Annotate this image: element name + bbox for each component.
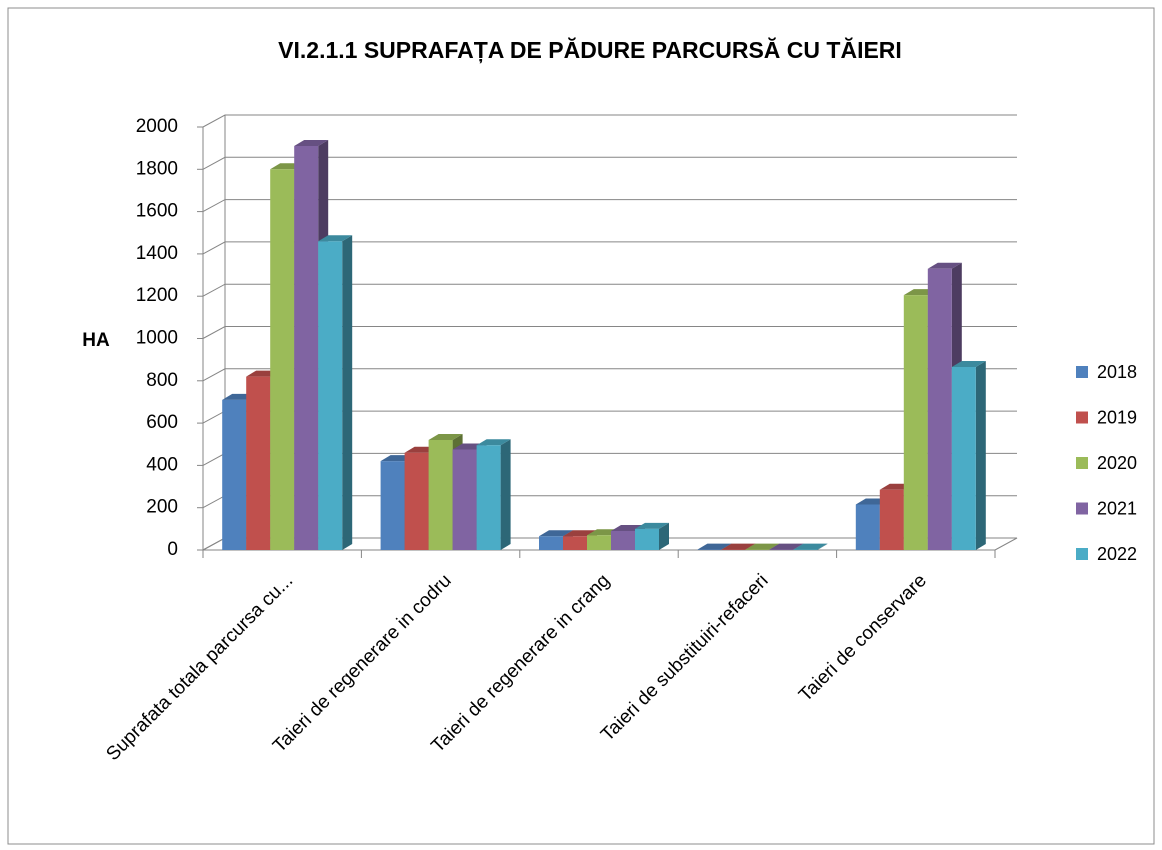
bar-face — [246, 377, 270, 550]
bar-face — [429, 440, 453, 550]
bar-face — [270, 169, 294, 550]
bar-face — [342, 235, 352, 550]
bar-face — [635, 529, 659, 550]
bar-face — [381, 461, 405, 550]
bar — [477, 439, 511, 550]
legend-label: 2021 — [1097, 498, 1137, 518]
bar-face — [976, 361, 986, 550]
legend-label: 2020 — [1097, 453, 1137, 473]
bar-face — [294, 146, 318, 550]
y-tick-label: 800 — [146, 370, 178, 391]
y-tick-label: 1000 — [136, 328, 178, 349]
bar-face — [928, 269, 952, 550]
y-tick-label: 2000 — [136, 116, 178, 137]
bar-face — [856, 505, 880, 550]
bar-face — [880, 490, 904, 550]
bar-face — [318, 241, 342, 550]
y-tick-label: 200 — [146, 497, 178, 518]
bar-face — [477, 445, 501, 550]
bar-face — [904, 295, 928, 550]
legend-swatch — [1076, 457, 1088, 469]
bar-face — [222, 400, 246, 550]
y-tick-label: 600 — [146, 412, 178, 433]
y-tick-label: 400 — [146, 454, 178, 475]
legend-label: 2022 — [1097, 544, 1137, 564]
bar-face — [611, 531, 635, 550]
legend-swatch — [1076, 503, 1088, 515]
chart-title: VI.2.1.1 SUPRAFAȚA DE PĂDURE PARCURSĂ CU… — [278, 36, 902, 63]
y-tick-label: 1400 — [136, 243, 178, 264]
bar — [952, 361, 986, 550]
y-tick-label: 1800 — [136, 158, 178, 179]
y-axis-label: HA — [82, 330, 110, 351]
y-tick-label: 1200 — [136, 285, 178, 306]
bar — [635, 523, 669, 550]
legend-swatch — [1076, 366, 1088, 378]
y-tick-label: 0 — [167, 539, 178, 560]
bar-face — [952, 367, 976, 550]
legend-swatch — [1076, 412, 1088, 424]
bar-face — [587, 535, 611, 550]
legend-swatch — [1076, 548, 1088, 560]
bar-face — [453, 450, 477, 550]
bar-face — [501, 439, 511, 550]
bar-face — [563, 536, 587, 550]
legend-label: 2018 — [1097, 362, 1137, 382]
bar — [318, 235, 352, 550]
legend-label: 2019 — [1097, 407, 1137, 427]
bar-face — [405, 453, 429, 550]
y-tick-label: 1600 — [136, 201, 178, 222]
bar-face — [539, 536, 563, 550]
